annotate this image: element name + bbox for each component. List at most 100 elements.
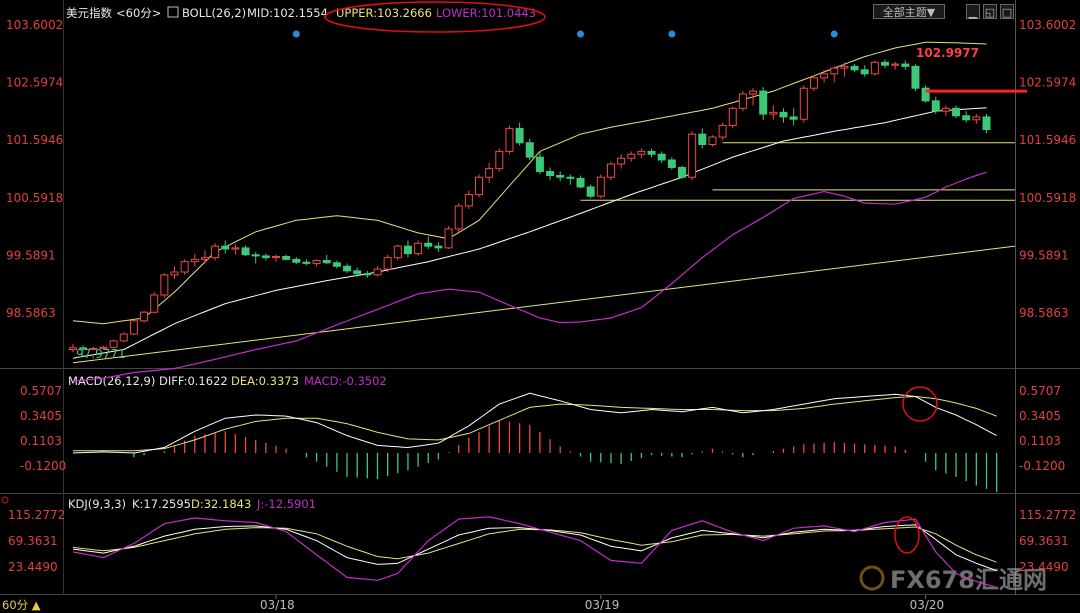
candle-body [79,347,88,350]
date-label: 03/18 [260,598,295,612]
candle-body [901,63,910,67]
macd-label: MACD(26,12,9) [68,374,155,388]
candle-body [109,340,118,348]
watermark: FX678汇通网 [859,565,1047,594]
candle-body [261,255,270,259]
restore-button[interactable]: ◱ [983,4,997,19]
candle-body [779,111,788,118]
candle-body [454,205,463,230]
price-tick-right: 100.5918 [1019,191,1076,205]
period-label[interactable]: <60分> [116,6,161,20]
candle-body [637,150,646,155]
candle-body [850,65,859,71]
candle-body [556,175,565,178]
candle-body [475,176,483,195]
candle-body [200,257,209,260]
price-tick-left: 101.5946 [6,133,63,147]
candle-body [809,77,818,89]
candle-body [830,67,839,75]
candle-body [941,107,950,112]
candle-body [302,261,311,264]
candle-body [129,320,138,335]
macd-dea-label: DEA:0.3373 [231,374,299,388]
x-axis: 60分 ▲ [2,598,41,612]
candle-body [160,274,169,296]
candle-body [931,100,940,112]
trend-line [72,245,1016,364]
candle-body [424,242,433,247]
candle-body [414,242,423,255]
period-selector[interactable]: 60分 ▲ [2,598,41,612]
kdj-tick-right: 23.4490 [1019,560,1069,574]
candle-body [282,255,291,260]
candle-body [789,116,798,120]
kdj-d-line [72,526,997,563]
event-dot [668,30,676,38]
boll-lower-line [72,171,987,382]
candle-body [657,153,666,161]
candle-body [576,177,585,188]
candle-body [749,90,758,95]
minimize-button[interactable]: ▁ [966,4,980,19]
macd-dea-line [73,395,997,452]
candle-body [606,163,615,178]
candle-body [911,65,920,89]
price-tick-right: 99.5891 [1019,248,1069,262]
candle-body [566,176,575,179]
macd-diff-line [72,392,997,454]
candle-body [241,247,250,256]
candle-body [180,261,189,273]
price-tick-left: 102.5974 [6,76,63,90]
candle-body [860,69,869,75]
macd-highlight-circle [902,386,938,422]
price-tick-left: 103.6002 [6,18,63,32]
event-dot [577,30,584,38]
instrument-title: 美元指数 [66,6,112,20]
maximize-button[interactable]: □ [1000,4,1014,19]
candle-body [515,127,524,144]
indicator-settings-icon[interactable] [167,6,179,18]
candle-body [870,61,879,75]
candle-body [119,333,128,342]
price-header: 美元指数 <60分> BOLL(26,2) MID:102.1554 UPPER… [66,1,546,33]
candle-body [332,262,341,267]
candle-body [627,153,636,159]
candle-body [688,133,697,178]
candle-body [140,311,149,322]
kdj-label: KDJ(9,3,3) [68,497,126,511]
candle-body [820,73,829,79]
price-tick-right: 98.5863 [1019,306,1069,320]
kdj-tick-left: 115.2772 [8,508,65,522]
candle-body [231,247,240,250]
candle-body [678,166,686,178]
kdj-tick-right: 115.2772 [1019,508,1076,522]
kdj-tick-left: 23.4490 [8,560,58,574]
kdj-tick-left: 69.3631 [8,534,58,548]
candle-body [505,127,514,152]
candle-body [759,90,768,115]
candle-body [190,258,199,263]
candle-body [962,115,971,121]
candle-body [982,116,991,131]
kdj-marker-icon [1,496,9,504]
candle-body [708,136,717,145]
macd-tick-left: 0.3405 [20,409,62,423]
macd-panel [72,386,998,493]
candle-body [312,260,321,264]
candle-body [353,270,362,275]
kdj-j-line [72,516,997,588]
candle-body [343,265,352,272]
candle-body [738,93,747,109]
kdj-panel [72,516,997,588]
candle-body [292,258,301,263]
macd-value-label: MACD:-0.3502 [304,374,387,388]
candle-body [881,61,889,66]
candle-body [69,347,77,351]
candle-body [150,294,159,313]
boll-mid-line [72,107,987,359]
candle-body [698,133,707,145]
candle-body [718,125,727,138]
candle-body [799,87,808,120]
theme-dropdown[interactable]: 全部主题▼ [873,4,945,19]
macd-tick-left: 0.1103 [20,434,62,448]
